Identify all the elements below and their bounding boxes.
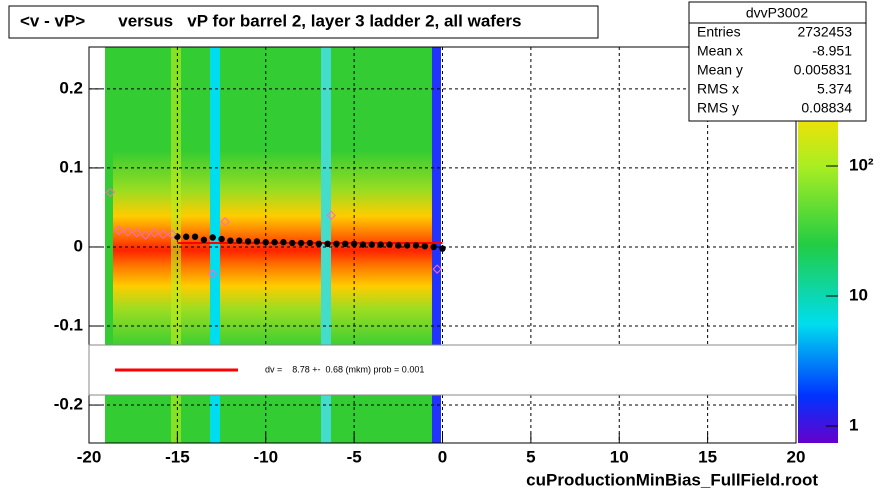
point xyxy=(432,264,442,274)
point xyxy=(333,240,340,248)
z-tick-label: 10² xyxy=(849,155,874,174)
point xyxy=(114,225,124,236)
point xyxy=(105,187,115,198)
point xyxy=(412,242,420,249)
x-axis-label: cuProductionMinBias_FullField.root xyxy=(526,470,818,489)
point xyxy=(324,240,331,248)
z-axis: 1 10 10² xyxy=(826,155,874,434)
point xyxy=(297,239,305,247)
point xyxy=(350,240,358,248)
stats-rows: Entries 2732453 Mean x -8.951 Mean y 0.005831… xyxy=(697,24,852,116)
point xyxy=(377,241,384,248)
title-box xyxy=(8,5,599,39)
x-tick-label: 10 xyxy=(610,447,629,466)
grid: -20 -15 -10 -5 0 5 10 15 20 -0.2 -0.1 0 0.1 0.2 xyxy=(54,47,806,466)
stats-label: Mean x xyxy=(697,43,743,59)
z-tick-label: 1 xyxy=(849,415,858,434)
point xyxy=(220,216,230,227)
point xyxy=(395,242,402,249)
point xyxy=(306,239,314,247)
point xyxy=(227,237,234,244)
y-tick-label: 0 xyxy=(74,236,83,255)
point xyxy=(208,269,218,279)
x-tick-label: 5 xyxy=(526,447,535,466)
point xyxy=(359,241,367,248)
point xyxy=(236,237,243,244)
x-tick-label: 0 xyxy=(438,447,447,466)
point xyxy=(315,240,322,248)
x-tick-label: -5 xyxy=(347,447,362,466)
point xyxy=(326,210,336,221)
chart-title: <v - vP> versus vP for barrel 2, layer 3… xyxy=(20,11,521,30)
point xyxy=(140,230,151,240)
x-tick-label: -15 xyxy=(165,447,190,466)
point xyxy=(167,229,177,240)
point xyxy=(271,239,278,246)
point xyxy=(253,238,261,245)
point xyxy=(430,243,437,251)
x-tick-label: 20 xyxy=(787,447,806,466)
point xyxy=(262,239,269,246)
point xyxy=(191,233,199,240)
fit-legend-text: dv = 8.78 +- 0.68 (mkm) prob = 0.001 xyxy=(265,364,424,374)
stats-value: 0.08834 xyxy=(801,100,852,116)
stats-value: 2732453 xyxy=(797,24,852,40)
x-tick-label: -20 xyxy=(77,447,102,466)
point xyxy=(244,238,252,245)
y-tick-label: -0.2 xyxy=(54,395,83,414)
point xyxy=(421,242,429,250)
stats-box xyxy=(688,1,867,122)
stats-label: Entries xyxy=(697,24,741,40)
z-tick-label: 10 xyxy=(849,285,868,304)
point xyxy=(158,229,168,240)
stats-label: RMS y xyxy=(697,100,739,116)
stats-value: 5.374 xyxy=(817,81,852,97)
y-tick-label: 0.1 xyxy=(59,157,83,176)
stats-title: dvvP3002 xyxy=(746,5,808,21)
point xyxy=(123,227,133,237)
point xyxy=(439,245,446,252)
point xyxy=(386,241,393,248)
y-tick-label: 0.2 xyxy=(59,78,83,97)
point xyxy=(200,236,208,244)
point xyxy=(403,242,411,249)
point xyxy=(209,234,216,241)
x-tick-label: -10 xyxy=(253,447,278,466)
stats-label: RMS x xyxy=(697,81,739,97)
y-tick-label: -0.1 xyxy=(54,316,83,335)
marks xyxy=(105,187,446,279)
point xyxy=(183,233,190,240)
point xyxy=(289,239,296,247)
stats-value: 0.005831 xyxy=(794,62,853,78)
point xyxy=(218,235,225,243)
point xyxy=(280,239,287,246)
point xyxy=(174,233,181,240)
point xyxy=(149,228,160,238)
x-tick-label: 15 xyxy=(698,447,717,466)
stats-value: -8.951 xyxy=(812,43,852,59)
point xyxy=(368,241,375,248)
point xyxy=(342,240,349,248)
point xyxy=(132,228,142,238)
stats-label: Mean y xyxy=(697,62,743,78)
